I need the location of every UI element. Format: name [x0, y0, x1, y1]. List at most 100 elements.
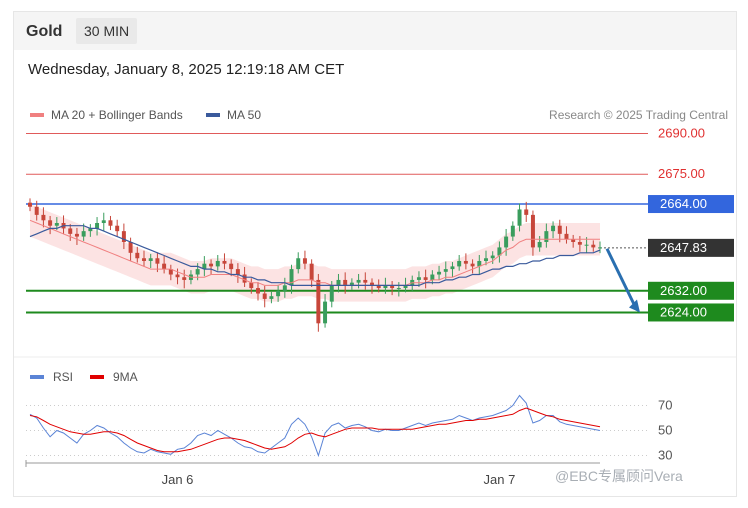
arrow-head: [629, 299, 640, 313]
candle-body-3: [48, 220, 53, 226]
legend-label-ma20: MA 20 + Bollinger Bands: [51, 108, 183, 122]
candle-body-18: [148, 258, 153, 261]
candle-body-38: [282, 285, 287, 291]
candle-body-70: [497, 247, 502, 256]
candle-body-62: [443, 269, 448, 272]
candle-body-30: [229, 263, 234, 270]
candle-body-50: [363, 279, 368, 283]
candle-body-71: [504, 236, 509, 248]
level-label-3: 2647.83: [660, 240, 707, 255]
candle-body-8: [81, 231, 86, 237]
candle-body-19: [155, 258, 160, 264]
candle-body-72: [510, 225, 515, 237]
level-label-1: 2675.00: [658, 166, 705, 181]
candle-body-23: [182, 277, 187, 280]
legend-label-9ma: 9MA: [113, 370, 138, 384]
candle-body-44: [323, 301, 328, 324]
candle-body-36: [269, 296, 274, 299]
legend-swatch-ma20: [30, 113, 44, 117]
time-axis-label-0: Jan 6: [162, 472, 194, 487]
candle-body-9: [88, 228, 93, 232]
candle-body-85: [598, 247, 602, 249]
timeframe-badge[interactable]: 30 MIN: [76, 18, 138, 44]
arrow-shaft: [605, 248, 638, 310]
candle-body-28: [215, 260, 220, 267]
candlesticks: [28, 198, 602, 332]
bollinger-bands: [30, 204, 600, 302]
candle-body-73: [517, 209, 522, 226]
symbol-label: Gold: [26, 23, 63, 40]
candle-body-22: [175, 274, 180, 278]
candle-body-40: [296, 258, 301, 270]
chart-datetime: Wednesday, January 8, 2025 12:19:18 AM C…: [28, 61, 345, 78]
candle-body-39: [289, 269, 294, 286]
candle-body-54: [390, 285, 395, 289]
rsi-tick-label-1: 50: [658, 423, 672, 438]
candle-body-80: [564, 233, 569, 240]
candle-body-55: [396, 288, 401, 290]
candle-body-0: [28, 202, 32, 207]
candle-body-2: [41, 214, 46, 221]
candle-body-81: [571, 239, 576, 242]
candle-body-29: [222, 260, 227, 264]
candle-body-25: [195, 269, 200, 275]
candle-body-48: [349, 282, 354, 286]
level-label-2: 2664.00: [660, 196, 707, 211]
rsi-9ma-line: [29, 407, 601, 453]
candle-body-58: [416, 277, 421, 280]
candle-body-13: [115, 225, 120, 232]
candle-body-42: [309, 263, 314, 280]
ma20-line: [29, 219, 600, 286]
legend-label-rsi: RSI: [53, 370, 73, 384]
watermark: @EBC专属顾问Vera: [555, 468, 683, 484]
candle-body-41: [302, 258, 307, 264]
candle-body-63: [450, 266, 455, 270]
candle-body-1: [34, 206, 39, 215]
candle-body-82: [577, 241, 582, 245]
rsi-tick-label-2: 30: [658, 448, 672, 463]
current-price-box: [648, 238, 734, 257]
candle-body-11: [101, 220, 106, 224]
candle-body-32: [242, 274, 247, 283]
candle-body-45: [329, 285, 334, 302]
pivot-box-2: [648, 195, 734, 214]
rsi-tick-label-0: 70: [658, 398, 672, 413]
candle-body-75: [530, 214, 535, 248]
candle-body-35: [262, 293, 267, 299]
candle-body-6: [68, 228, 73, 234]
candle-body-21: [168, 269, 173, 275]
candle-body-43: [316, 279, 321, 324]
candle-body-56: [403, 285, 408, 289]
candle-body-15: [128, 241, 133, 253]
chart-header: Gold 30 MIN: [14, 12, 736, 50]
candle-body-10: [95, 223, 100, 229]
price-levels: 2690.00 2675.00 2664.00 2647.83 2632.00 2624.…: [26, 126, 734, 322]
level-label-4: 2632.00: [660, 283, 707, 298]
candle-body-47: [343, 279, 348, 286]
candle-body-16: [135, 252, 140, 259]
rsi-panel: 70 50 30: [26, 394, 672, 463]
candle-body-84: [591, 244, 596, 248]
rsi-line: [29, 394, 601, 458]
candle-body-7: [74, 233, 79, 237]
candle-body-34: [256, 288, 260, 294]
level-label-5: 2624.00: [660, 304, 707, 319]
candle-body-78: [551, 225, 556, 232]
candle-body-33: [249, 282, 254, 289]
candle-body-77: [544, 231, 549, 242]
candle-body-46: [336, 279, 341, 286]
candle-body-76: [537, 241, 542, 248]
candle-body-37: [276, 290, 281, 297]
candle-body-14: [121, 231, 126, 242]
support-box-5: [648, 303, 734, 322]
level-label-0: 2690.00: [658, 126, 705, 141]
candle-body-64: [457, 260, 462, 267]
moving-averages: [29, 219, 601, 286]
candle-body-69: [490, 255, 495, 259]
candle-body-17: [142, 258, 146, 261]
candle-body-61: [437, 271, 442, 275]
candle-body-74: [524, 209, 529, 215]
candle-body-79: [557, 225, 562, 234]
candle-body-67: [477, 260, 482, 267]
